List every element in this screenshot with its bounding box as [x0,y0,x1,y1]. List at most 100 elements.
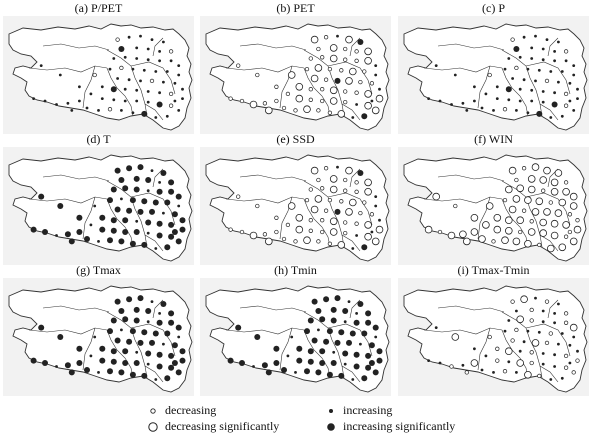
station-marker [168,221,175,228]
station-marker [97,109,100,112]
station-marker [516,216,524,224]
station-marker [343,89,348,94]
station-marker [560,114,564,118]
station-marker [164,375,171,382]
station-marker [354,221,359,226]
station-marker [347,300,351,303]
station-marker [57,203,64,209]
plateau-outline [403,285,588,393]
station-marker [374,195,378,198]
station-marker [374,64,378,67]
station-marker [553,312,556,315]
station-marker [521,166,527,171]
station-marker [93,204,97,208]
station-marker [314,195,323,203]
station-marker [133,306,140,313]
station-marker [512,195,521,203]
station-marker [365,319,372,326]
station-marker [514,65,519,71]
station-marker [534,34,537,38]
station-marker [119,65,124,71]
station-marker [55,365,58,368]
basin-boundary [437,174,505,182]
station-marker [177,73,181,77]
station-marker [345,35,353,44]
station-marker [507,98,511,102]
station-marker [133,186,140,193]
station-marker [329,228,338,236]
station-marker [76,345,83,352]
station-marker [315,308,322,314]
station-marker [364,90,372,98]
station-marker [572,73,576,77]
station-marker [432,192,440,201]
station-marker [227,357,234,364]
basin-boundary [28,196,108,204]
station-marker [562,221,570,229]
station-marker [534,296,537,300]
station-marker [57,334,64,340]
tibetan-plateau-map [200,16,391,134]
station-marker [139,79,142,83]
station-marker [122,360,129,366]
basin-boundary [327,61,373,95]
station-marker [505,227,513,235]
station-marker [310,205,319,214]
station-marker [129,240,136,247]
station-marker [549,378,553,381]
tibetan-plateau-map [3,147,194,265]
station-marker [334,339,341,346]
station-marker [179,357,186,364]
station-marker [473,99,476,103]
station-marker [544,78,550,84]
station-marker [173,81,177,85]
legend-label: decreasing [165,403,217,417]
station-marker [334,295,341,302]
station-marker [537,68,541,72]
station-marker [154,116,158,119]
station-marker [135,88,139,92]
station-marker [329,44,338,52]
station-marker [255,72,260,78]
large-hollow-circle-icon [148,421,158,432]
station-marker [38,193,45,200]
station-marker [365,352,372,359]
station-marker [336,165,339,169]
station-marker [473,347,476,351]
station-marker [492,371,495,374]
station-marker [329,86,338,95]
station-marker [470,214,479,222]
station-marker [563,103,569,108]
station-marker [146,189,150,193]
station-marker [327,197,333,203]
station-marker [541,90,545,93]
station-marker [505,347,513,355]
station-marker [563,49,569,54]
station-marker [351,247,355,250]
station-marker [319,360,326,366]
station-marker [145,350,152,357]
station-marker [112,57,116,60]
station-marker [76,229,83,235]
station-marker [427,359,430,362]
station-marker [114,337,121,344]
station-marker [293,108,298,113]
station-marker [531,208,540,216]
station-marker [146,58,150,62]
basin-boundary [144,103,164,121]
station-marker [337,241,346,249]
station-marker [135,46,139,50]
station-marker [374,204,378,208]
station-marker [236,194,241,199]
station-marker [154,247,158,250]
station-marker [343,220,348,225]
station-marker [120,109,123,112]
basin-boundary [42,174,110,182]
basin-boundary [501,329,529,379]
station-marker [571,370,576,375]
panel-tmin: (h) Tmin [200,264,391,397]
station-marker [563,180,569,185]
station-marker [470,359,479,367]
basin-boundary [539,103,559,121]
station-marker [343,230,348,236]
